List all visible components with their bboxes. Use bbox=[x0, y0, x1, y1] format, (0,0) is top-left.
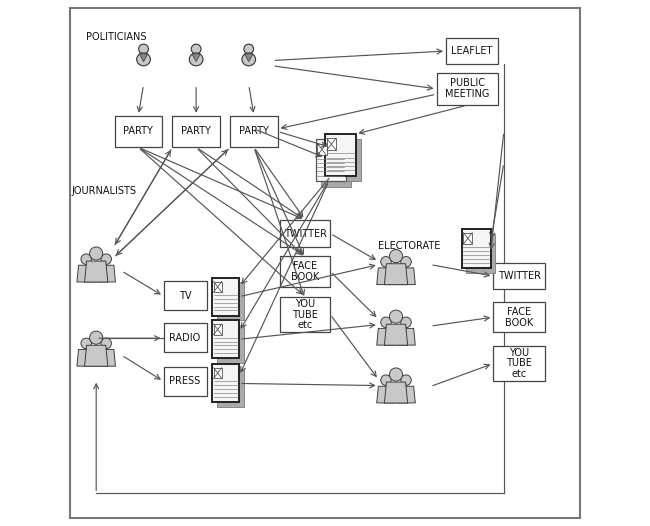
Text: PRESS: PRESS bbox=[170, 376, 201, 386]
FancyBboxPatch shape bbox=[216, 325, 244, 363]
Circle shape bbox=[389, 368, 402, 381]
Text: YOU
TUBE
etc: YOU TUBE etc bbox=[506, 348, 532, 379]
Circle shape bbox=[138, 44, 148, 54]
Text: YOU
TUBE
etc: YOU TUBE etc bbox=[292, 299, 318, 330]
FancyBboxPatch shape bbox=[164, 281, 207, 310]
FancyBboxPatch shape bbox=[325, 134, 356, 176]
FancyBboxPatch shape bbox=[214, 368, 222, 378]
Text: PUBLIC
MEETING: PUBLIC MEETING bbox=[445, 78, 489, 99]
FancyBboxPatch shape bbox=[467, 234, 495, 273]
Circle shape bbox=[381, 257, 391, 267]
Polygon shape bbox=[97, 265, 116, 282]
Polygon shape bbox=[396, 268, 415, 285]
Polygon shape bbox=[77, 349, 96, 366]
Circle shape bbox=[90, 331, 103, 344]
Ellipse shape bbox=[136, 53, 150, 66]
Polygon shape bbox=[77, 265, 96, 282]
Circle shape bbox=[244, 44, 254, 54]
Circle shape bbox=[101, 254, 111, 265]
Polygon shape bbox=[384, 382, 408, 403]
Polygon shape bbox=[377, 328, 395, 345]
Polygon shape bbox=[377, 386, 395, 403]
FancyBboxPatch shape bbox=[172, 116, 220, 147]
Circle shape bbox=[81, 254, 92, 265]
FancyBboxPatch shape bbox=[315, 139, 346, 181]
Text: TWITTER: TWITTER bbox=[284, 228, 327, 239]
Polygon shape bbox=[84, 345, 108, 366]
Circle shape bbox=[381, 375, 391, 386]
FancyBboxPatch shape bbox=[463, 232, 472, 244]
Polygon shape bbox=[244, 54, 253, 62]
Polygon shape bbox=[377, 268, 395, 285]
FancyBboxPatch shape bbox=[280, 256, 330, 287]
Polygon shape bbox=[396, 386, 415, 403]
FancyBboxPatch shape bbox=[493, 302, 545, 332]
FancyBboxPatch shape bbox=[462, 229, 491, 268]
Text: JOURNALISTS: JOURNALISTS bbox=[72, 186, 136, 197]
Circle shape bbox=[90, 247, 103, 260]
Ellipse shape bbox=[242, 53, 255, 66]
FancyBboxPatch shape bbox=[280, 220, 330, 247]
FancyBboxPatch shape bbox=[214, 324, 222, 335]
FancyBboxPatch shape bbox=[327, 138, 336, 150]
Circle shape bbox=[389, 310, 402, 323]
Circle shape bbox=[389, 249, 402, 262]
Polygon shape bbox=[384, 324, 408, 345]
Text: POLITICIANS: POLITICIANS bbox=[86, 32, 146, 42]
Text: PARTY: PARTY bbox=[181, 126, 211, 137]
Polygon shape bbox=[139, 54, 148, 62]
FancyBboxPatch shape bbox=[212, 278, 239, 316]
Circle shape bbox=[191, 44, 201, 54]
FancyBboxPatch shape bbox=[493, 346, 545, 381]
Text: PARTY: PARTY bbox=[124, 126, 153, 137]
FancyBboxPatch shape bbox=[317, 144, 326, 155]
FancyBboxPatch shape bbox=[280, 297, 330, 332]
Polygon shape bbox=[84, 261, 108, 282]
FancyBboxPatch shape bbox=[114, 116, 162, 147]
FancyBboxPatch shape bbox=[212, 364, 239, 402]
Text: ELECTORATE: ELECTORATE bbox=[378, 241, 440, 251]
FancyBboxPatch shape bbox=[214, 281, 222, 292]
Text: PARTY: PARTY bbox=[239, 126, 269, 137]
Circle shape bbox=[101, 338, 111, 349]
FancyBboxPatch shape bbox=[330, 139, 361, 181]
Ellipse shape bbox=[189, 53, 203, 66]
FancyBboxPatch shape bbox=[164, 323, 207, 352]
Text: FACE
BOOK: FACE BOOK bbox=[291, 261, 319, 282]
FancyBboxPatch shape bbox=[164, 367, 207, 396]
Polygon shape bbox=[384, 264, 408, 285]
Circle shape bbox=[401, 375, 411, 386]
FancyBboxPatch shape bbox=[216, 369, 244, 407]
Text: FACE
BOOK: FACE BOOK bbox=[505, 307, 533, 328]
Text: TV: TV bbox=[179, 291, 191, 301]
Circle shape bbox=[381, 317, 391, 328]
FancyBboxPatch shape bbox=[321, 145, 351, 187]
Text: LEAFLET: LEAFLET bbox=[451, 46, 493, 56]
FancyBboxPatch shape bbox=[446, 38, 497, 64]
FancyBboxPatch shape bbox=[212, 320, 239, 358]
Text: TWITTER: TWITTER bbox=[498, 271, 541, 281]
Polygon shape bbox=[192, 54, 200, 62]
FancyBboxPatch shape bbox=[230, 116, 278, 147]
Circle shape bbox=[401, 317, 411, 328]
Polygon shape bbox=[97, 349, 116, 366]
FancyBboxPatch shape bbox=[437, 73, 497, 105]
FancyBboxPatch shape bbox=[493, 263, 545, 289]
Circle shape bbox=[401, 257, 411, 267]
Circle shape bbox=[81, 338, 92, 349]
FancyBboxPatch shape bbox=[216, 282, 244, 320]
Text: RADIO: RADIO bbox=[170, 333, 201, 343]
Polygon shape bbox=[396, 328, 415, 345]
